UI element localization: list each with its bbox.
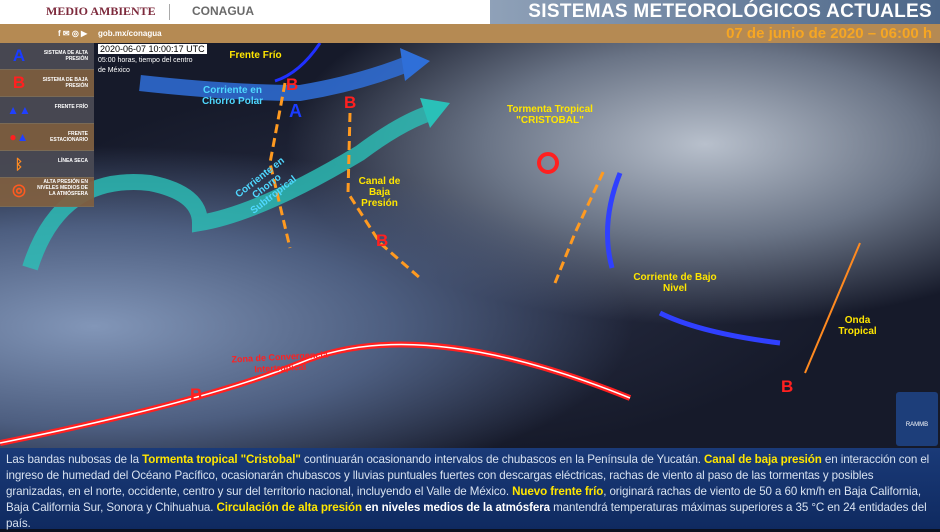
label-cold-front: Frente Frío xyxy=(229,50,282,61)
subtropical-jet-arrowhead xyxy=(420,98,450,128)
page-title: SISTEMAS METEOROLÓGICOS ACTUALES xyxy=(528,1,932,22)
legend-label: FRENTE ESTACIONARIO xyxy=(50,131,88,143)
low-pressure-b: B xyxy=(781,377,794,396)
high-pressure-a: A xyxy=(289,101,302,121)
legend-label: FRENTE FRÍO xyxy=(54,104,88,110)
low-pressure-b: B xyxy=(376,231,389,250)
legend-item-high: A SISTEMA DE ALTA PRESIÓN xyxy=(0,43,94,70)
low-pressure-icon: B xyxy=(12,73,26,92)
low-pressure-b: B xyxy=(190,385,203,404)
legend-item-mid-level-high: ◎ ALTA PRESIÓN EN NIVELES MEDIOS DE LA AT… xyxy=(0,178,94,207)
legend-label: SISTEMA DE ALTA PRESIÓN xyxy=(43,50,88,62)
legend: A SISTEMA DE ALTA PRESIÓN B SISTEMA DE BAJ… xyxy=(0,43,94,207)
divider xyxy=(169,4,170,20)
satellite-map xyxy=(0,43,940,448)
legend-label: ALTA PRESIÓN EN NIVELES MEDIOS DE LA ATM… xyxy=(37,179,88,197)
label-trough: Canal de Baja Presión xyxy=(358,176,401,209)
rammb-logo: RAMMB xyxy=(896,392,938,446)
low-pressure-b: B xyxy=(344,93,357,112)
legend-item-low: B SISTEMA DE BAJA PRESIÓN xyxy=(0,70,94,97)
stationary-front-icon: ●▲ xyxy=(9,130,29,144)
cold-front-icon: ▲▲ xyxy=(7,103,31,117)
legend-item-dry-line: ᛒ LÍNEA SECA xyxy=(0,151,94,178)
label-polar-jet: Corriente en Chorro Polar xyxy=(201,85,264,107)
time-note: 05:00 horas, tiempo del centro de México xyxy=(98,57,193,74)
low-level-jet xyxy=(658,310,781,346)
website-link[interactable]: gob.mx/conagua xyxy=(98,29,162,38)
bulletin-text: continuarán ocasionando intervalos de ch… xyxy=(300,453,705,466)
itcz-inner xyxy=(0,343,631,444)
mid-level-high-icon: ◎ xyxy=(12,182,26,199)
highlight: en niveles medios de la atmósfera xyxy=(362,501,550,514)
highlight: Circulación de alta presión xyxy=(216,501,363,514)
cristobal-storm-icon xyxy=(537,152,559,174)
high-pressure-icon: A xyxy=(12,46,26,65)
legend-item-stationary-front: ●▲ FRENTE ESTACIONARIO xyxy=(0,124,94,151)
date: 07 de junio de 2020 – 06:00 h xyxy=(726,25,932,42)
legend-label: LÍNEA SECA xyxy=(57,158,88,164)
polar-jet-arrowhead xyxy=(400,48,430,81)
bulletin-text: Las bandas nubosas de la xyxy=(6,453,143,466)
highlight: Tormenta tropical "Cristobal" xyxy=(142,453,301,466)
cold-front xyxy=(274,43,322,83)
low-pressure-b: B xyxy=(286,75,299,94)
map-overlay xyxy=(0,43,861,446)
medio-ambiente-logo: MEDIO AMBIENTE xyxy=(46,4,156,18)
highlight: Canal de baja presión xyxy=(704,453,822,466)
title-box: SISTEMAS METEOROLÓGICOS ACTUALES xyxy=(490,0,940,24)
low-level-jet-north xyxy=(605,172,623,269)
timestamp: 2020-06-07 10:00:17 UTC xyxy=(98,44,207,54)
bulletin-text: en interacción con el ingreso de humedad… xyxy=(6,453,930,498)
bulletin-text: mantendrá temperaturas máximas superiore… xyxy=(6,501,927,530)
social-icons[interactable]: f ✉ ◎ ▶ xyxy=(58,29,88,38)
bulletin-text: Las bandas nubosas de la Tormenta tropic… xyxy=(0,448,940,530)
header-bar xyxy=(0,24,940,43)
label-tropical-wave: Onda Tropical xyxy=(838,315,877,337)
tropical-wave xyxy=(804,242,861,374)
label-low-level-jet: Corriente de Bajo Nivel xyxy=(633,272,717,294)
highlight: Nuevo frente frío xyxy=(512,485,604,498)
polar-jet-stream xyxy=(139,55,413,102)
conagua-logo: CONAGUA xyxy=(192,4,254,18)
legend-label: SISTEMA DE BAJA PRESIÓN xyxy=(42,77,88,89)
trough-gulf xyxy=(553,167,607,284)
label-tropical-storm: Tormenta Tropical "CRISTOBAL" xyxy=(507,104,593,126)
legend-item-cold-front: ▲▲ FRENTE FRÍO xyxy=(0,97,94,124)
bulletin-text: , originará rachas de viento de 50 a 60 … xyxy=(6,485,921,514)
dry-line-icon: ᛒ xyxy=(14,156,24,172)
